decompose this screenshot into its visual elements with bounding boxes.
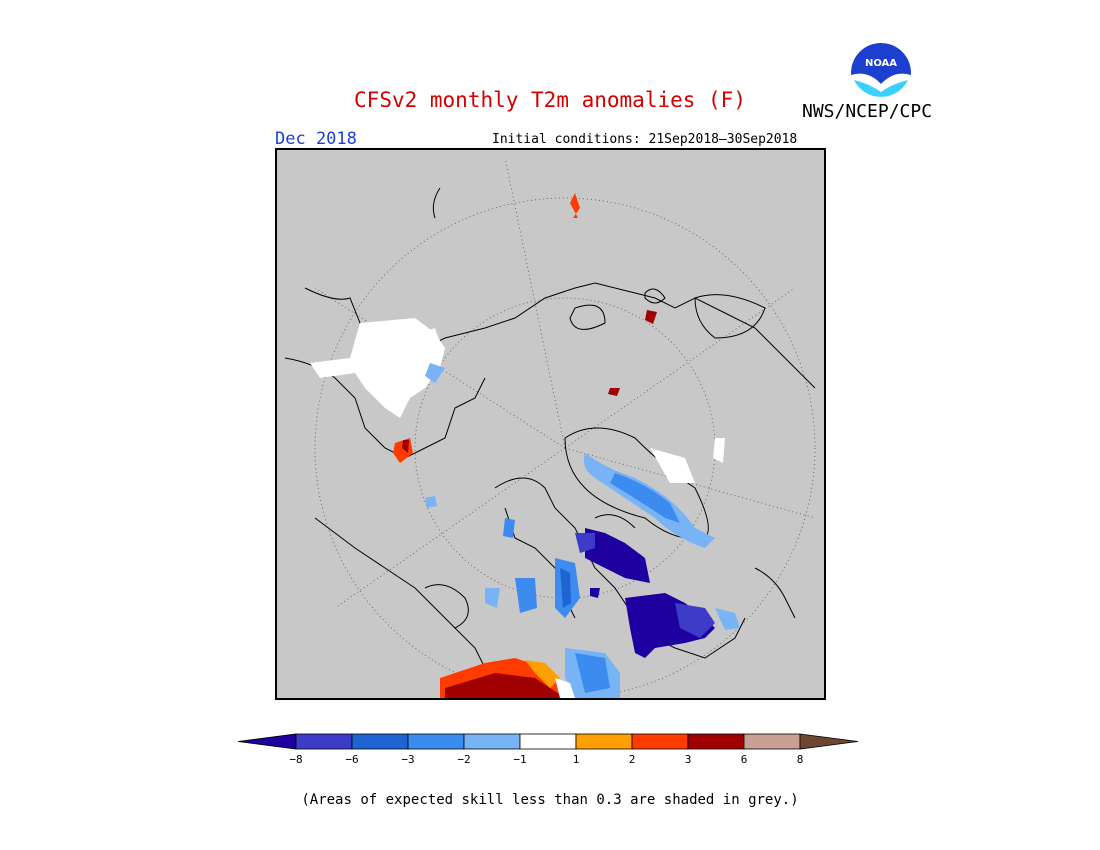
colorbar-bin	[575, 733, 633, 750]
initial-conditions: Initial conditions: 21Sep2018–30Sep2018	[492, 132, 798, 147]
colorbar-tick-label: 3	[685, 753, 692, 766]
colorbar-tick-label: 1	[573, 753, 580, 766]
colorbar-tick-label: −8	[289, 753, 302, 766]
colorbar-tick-label: −1	[513, 753, 526, 766]
chart-title: CFSv2 monthly T2m anomalies (F)	[354, 88, 746, 112]
colorbar-tick-label: −3	[401, 753, 414, 766]
colorbar-bin	[295, 733, 353, 750]
noaa-logo: NOAA	[849, 41, 913, 105]
colorbar-tick-label: 8	[797, 753, 804, 766]
colorbar-tick-label: 6	[741, 753, 748, 766]
colorbar-bin	[351, 733, 409, 750]
polar-map	[275, 148, 826, 700]
map-background	[275, 148, 826, 700]
colorbar-bin	[407, 733, 465, 750]
colorbar-tick-label: −6	[345, 753, 358, 766]
colorbar-tick-label: 2	[629, 753, 636, 766]
colorbar-bin	[463, 733, 521, 750]
noaa-logo-text: NOAA	[865, 58, 897, 69]
colorbar-bin	[631, 733, 689, 750]
colorbar-arrow-low	[238, 733, 297, 750]
colorbar-tick-label: −2	[457, 753, 470, 766]
anomaly-shading	[310, 193, 740, 698]
colorbar-arrow-high	[799, 733, 859, 750]
colorbar: −8 −6 −3 −2 −1 1 2 3 6 8	[238, 733, 859, 766]
colorbar-bin	[743, 733, 801, 750]
forecast-month: Dec 2018	[275, 129, 357, 149]
agency-label: NWS/NCEP/CPC	[802, 101, 933, 122]
colorbar-bin	[687, 733, 745, 750]
colorbar-bin	[519, 733, 577, 750]
skill-footnote: (Areas of expected skill less than 0.3 a…	[301, 792, 799, 808]
